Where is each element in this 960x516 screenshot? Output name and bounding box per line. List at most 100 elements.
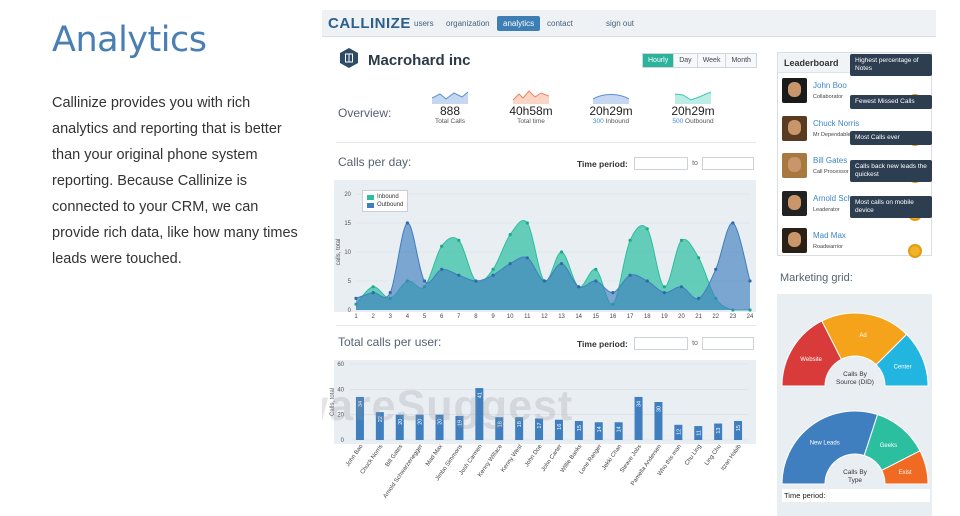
tab-hourly[interactable]: Hourly [643,54,675,67]
data-point [440,244,444,248]
bar [495,417,504,440]
x-tick-label: 19 [661,314,668,318]
bar-value-label: 14 [617,426,623,432]
time-period-from-input[interactable] [634,157,688,170]
tab-month[interactable]: Month [726,54,756,67]
data-point [679,238,684,242]
outbound-value: 20h29m [671,104,715,118]
data-point [542,279,547,283]
app-screenshot: CALLINIZE users organization analytics c… [322,10,936,516]
nav-users[interactable]: users [414,19,434,28]
bar-value-label: 14 [597,426,603,432]
x-tick-label: 21 [695,314,702,318]
x-tick-label: Ling Chu [704,444,723,467]
slice-label: New Leads [810,440,840,446]
data-point [714,267,718,271]
avatar [782,190,807,216]
data-point [457,238,461,242]
time-period-to-input[interactable] [702,157,754,170]
x-tick-label: 4 [406,314,410,318]
marketing-time-period-label: Time period: [782,489,930,502]
nav-contact[interactable]: contact [547,19,573,28]
data-point [611,291,615,295]
data-point [697,256,701,260]
data-point [388,291,392,295]
sparkline-icon [513,90,549,104]
page-title: Analytics [52,20,207,60]
data-point [422,279,427,283]
bar-value-label: 18 [497,421,503,427]
y-tick-label: 15 [344,221,351,227]
data-point [577,285,581,289]
bar [654,402,663,440]
total-calls-title: Total calls per user: [338,335,442,349]
x-tick-label: 18 [644,314,651,318]
leaderboard-name[interactable]: Bill Gates [813,156,848,165]
x-tick-label: 17 [627,314,634,318]
achievement-tooltip: Highest percentage of Notes [850,54,932,76]
medal-icon [908,244,922,258]
nav-sign-out[interactable]: sign out [606,19,635,28]
building-icon [340,48,358,68]
bar [594,422,603,440]
time-period-label: Time period: [577,339,628,349]
divider [336,142,756,143]
leaderboard-name[interactable]: John Boo [813,81,847,90]
company-name: Macrohard inc [368,52,471,69]
legend-outbound: Outbound [367,201,403,209]
data-point [679,285,684,289]
y-tick-label: 10 [344,250,351,256]
leaderboard-role: Roadwarrior [813,244,843,250]
data-point [525,256,529,260]
achievement-tooltip: Most calls on mobile device [850,196,932,218]
y-tick-label: 0 [341,438,345,444]
leaderboard-row[interactable]: Mad Max Roadwarrior [777,224,932,262]
page-description: Callinize provides you with rich analyti… [52,95,298,267]
leaderboard-name[interactable]: Chuck Norris [813,118,860,128]
x-tick-label: 12 [541,314,548,318]
nav-organization[interactable]: organization [446,19,490,28]
x-tick-label: Chu Ling [684,444,703,467]
tab-day[interactable]: Day [674,54,698,67]
leaderboard-name[interactable]: Mad Max [813,231,846,240]
x-tick-label: 15 [592,314,599,318]
inbound-label: 300 Inbound [592,118,630,125]
sparkline-icon [432,91,468,104]
x-tick-label: 14 [575,314,582,318]
total-time-value: 40h58m [509,104,553,118]
data-point [559,250,564,254]
overview-inbound: 20h29m 300 Inbound [581,90,641,125]
bar [475,388,484,440]
x-tick-label: 20 [678,314,685,318]
nav-analytics[interactable]: analytics [497,16,541,31]
time-period-from-input[interactable] [634,337,688,350]
period-tabs: Hourly Day Week Month [642,53,757,68]
series-area-outbound [356,222,750,310]
overview-total-time: 40h58m Total time [501,90,561,125]
bar [634,396,643,440]
slice-label: Exist [899,470,912,476]
bar-value-label: 30 [656,406,662,412]
pie-slice [875,333,929,387]
x-tick-label: 2 [371,314,375,318]
x-tick-label: 5 [423,314,427,318]
bar [355,396,364,440]
bar [614,422,623,440]
bar-value-label: 16 [557,424,563,430]
y-tick-label: 20 [344,192,351,198]
x-tick-label: Mad Max [425,444,444,468]
bar [455,415,464,440]
total-time-label: Total time [517,118,545,125]
x-tick-label: 11 [524,314,531,318]
x-tick-label: Jekki Chan [601,444,623,472]
time-period-to-input[interactable] [702,337,754,350]
tab-week[interactable]: Week [697,54,727,67]
data-point [645,227,649,231]
data-point [405,221,409,225]
bar [694,426,703,440]
bar-value-label: 20 [438,419,444,425]
data-point [474,279,478,283]
bar-value-label: 34 [358,401,364,407]
bar [574,421,583,440]
bar [395,414,404,440]
